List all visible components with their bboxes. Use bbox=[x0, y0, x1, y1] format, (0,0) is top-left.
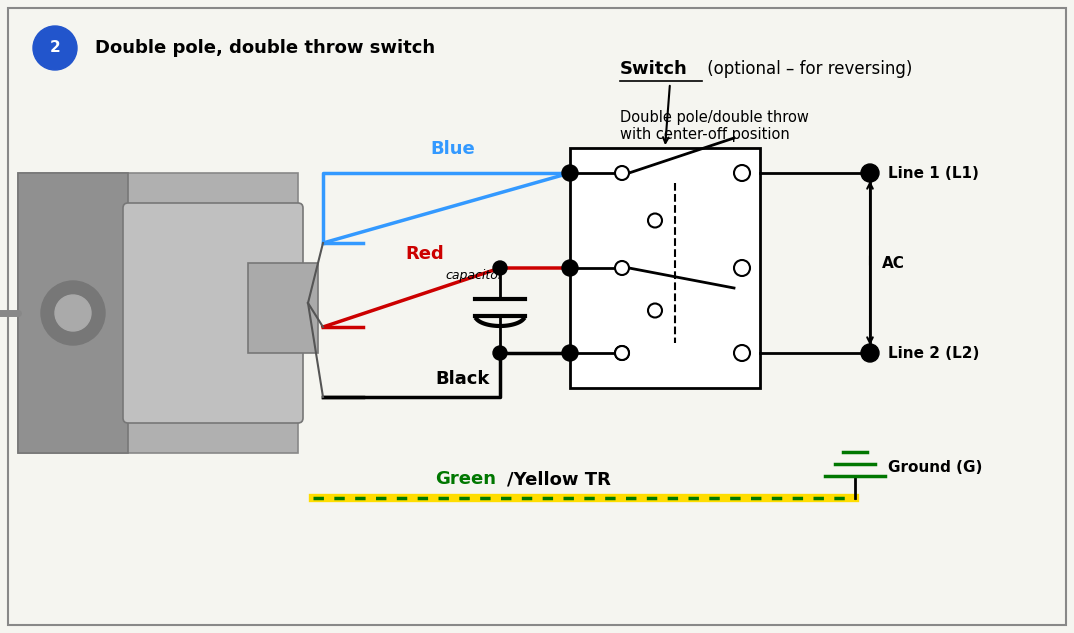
Circle shape bbox=[861, 164, 879, 182]
FancyBboxPatch shape bbox=[570, 148, 760, 388]
FancyBboxPatch shape bbox=[8, 8, 1066, 625]
Text: Green: Green bbox=[435, 470, 496, 488]
Circle shape bbox=[33, 26, 77, 70]
Circle shape bbox=[734, 345, 750, 361]
Circle shape bbox=[615, 261, 629, 275]
Circle shape bbox=[493, 261, 507, 275]
Text: AC: AC bbox=[882, 256, 905, 270]
Circle shape bbox=[615, 166, 629, 180]
Circle shape bbox=[493, 346, 507, 360]
Circle shape bbox=[562, 345, 578, 361]
Text: Black: Black bbox=[435, 370, 490, 388]
Circle shape bbox=[41, 281, 105, 345]
Circle shape bbox=[615, 346, 629, 360]
FancyBboxPatch shape bbox=[124, 203, 303, 423]
FancyBboxPatch shape bbox=[18, 173, 128, 453]
FancyBboxPatch shape bbox=[18, 173, 297, 453]
Circle shape bbox=[648, 213, 662, 227]
Circle shape bbox=[734, 260, 750, 276]
Text: Line 1 (L1): Line 1 (L1) bbox=[888, 165, 978, 180]
Text: Double pole, double throw switch: Double pole, double throw switch bbox=[95, 39, 435, 57]
Text: Blue: Blue bbox=[430, 140, 475, 158]
Circle shape bbox=[734, 165, 750, 181]
Text: Switch: Switch bbox=[620, 60, 687, 78]
Circle shape bbox=[562, 260, 578, 276]
Text: capacitor: capacitor bbox=[445, 270, 503, 282]
Text: Double pole/double throw
with center-off position: Double pole/double throw with center-off… bbox=[620, 110, 809, 142]
Circle shape bbox=[562, 165, 578, 181]
Text: /Yellow TR: /Yellow TR bbox=[507, 470, 611, 488]
Circle shape bbox=[615, 346, 629, 360]
FancyBboxPatch shape bbox=[248, 263, 318, 353]
Circle shape bbox=[861, 344, 879, 362]
Text: Line 2 (L2): Line 2 (L2) bbox=[888, 346, 979, 361]
Text: Red: Red bbox=[405, 245, 444, 263]
Text: 2: 2 bbox=[49, 41, 60, 56]
Text: (optional – for reversing): (optional – for reversing) bbox=[702, 60, 913, 78]
Text: Ground (G): Ground (G) bbox=[888, 460, 983, 475]
Circle shape bbox=[55, 295, 91, 331]
Circle shape bbox=[648, 303, 662, 318]
